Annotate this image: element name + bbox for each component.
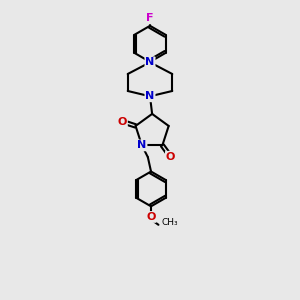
Text: N: N — [146, 91, 154, 101]
Text: CH₃: CH₃ — [161, 218, 178, 227]
Text: F: F — [146, 14, 154, 23]
Text: O: O — [146, 212, 156, 222]
Text: N: N — [137, 140, 146, 150]
Text: N: N — [146, 57, 154, 67]
Text: O: O — [118, 117, 127, 127]
Text: O: O — [166, 152, 175, 162]
